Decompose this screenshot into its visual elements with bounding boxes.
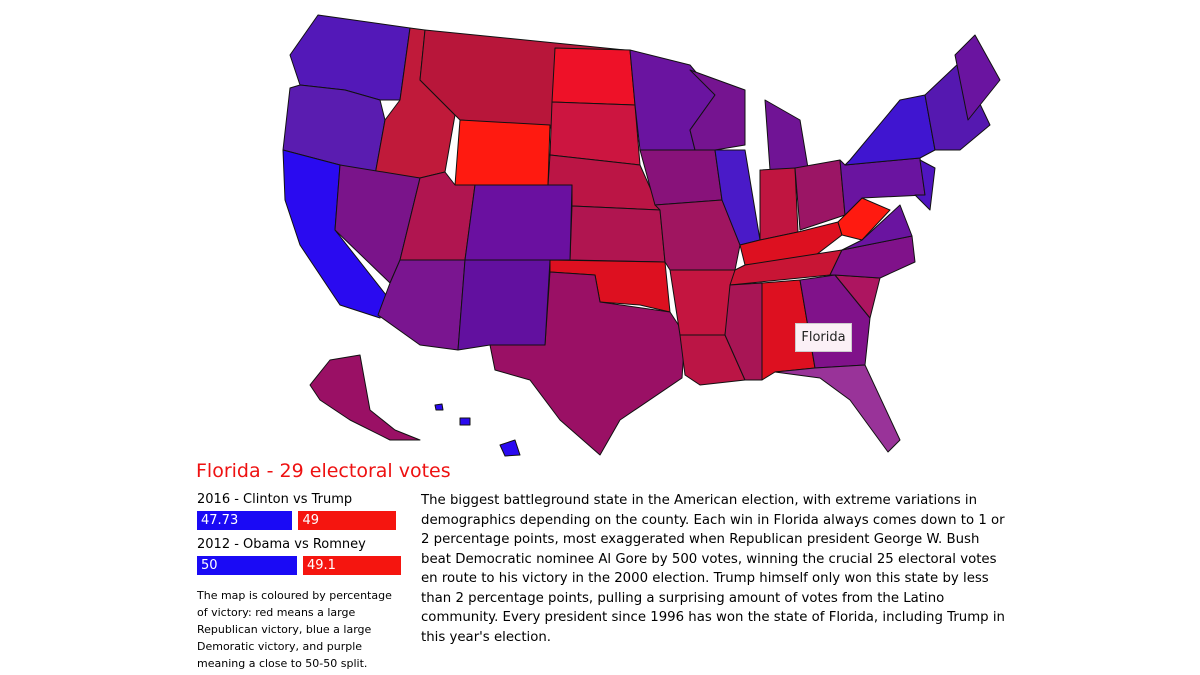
- state[interactable]: [569, 205, 666, 263]
- state[interactable]: [689, 69, 746, 151]
- state[interactable]: [844, 94, 936, 166]
- state[interactable]: [914, 159, 936, 211]
- state[interactable]: [729, 249, 843, 286]
- state[interactable]: [794, 159, 846, 231]
- state[interactable]: [454, 119, 551, 186]
- state[interactable]: [924, 61, 991, 151]
- election-label: 2016 - Clinton vs Trump: [197, 492, 353, 507]
- state[interactable]: [639, 149, 723, 206]
- us-map: [282, 14, 1001, 457]
- democrat-bar: 47.73: [197, 511, 293, 530]
- republican-bar: 49.1: [303, 556, 402, 575]
- state[interactable]: [434, 403, 444, 411]
- state[interactable]: [549, 101, 641, 166]
- state[interactable]: [499, 439, 521, 457]
- state[interactable]: [464, 184, 573, 261]
- election-label: 2012 - Obama vs Romney: [197, 537, 366, 552]
- state[interactable]: [489, 271, 686, 456]
- state[interactable]: [759, 167, 799, 241]
- state[interactable]: [774, 364, 901, 453]
- state[interactable]: [669, 269, 736, 336]
- state[interactable]: [309, 354, 421, 441]
- state-title: Florida - 29 electoral votes: [196, 460, 451, 482]
- state[interactable]: [724, 282, 763, 381]
- description: The biggest battleground state in the Am…: [421, 493, 1005, 645]
- state[interactable]: [457, 259, 551, 351]
- tooltip: Florida: [795, 323, 852, 352]
- democrat-bar: 50: [197, 556, 297, 575]
- legend-note: The map is coloured by percentage of vic…: [197, 589, 392, 670]
- state[interactable]: [679, 334, 746, 386]
- state[interactable]: [551, 47, 636, 106]
- state[interactable]: [459, 417, 471, 426]
- state[interactable]: [841, 204, 913, 251]
- republican-bar: 49: [298, 511, 397, 530]
- state[interactable]: [764, 99, 809, 171]
- state[interactable]: [954, 34, 1001, 121]
